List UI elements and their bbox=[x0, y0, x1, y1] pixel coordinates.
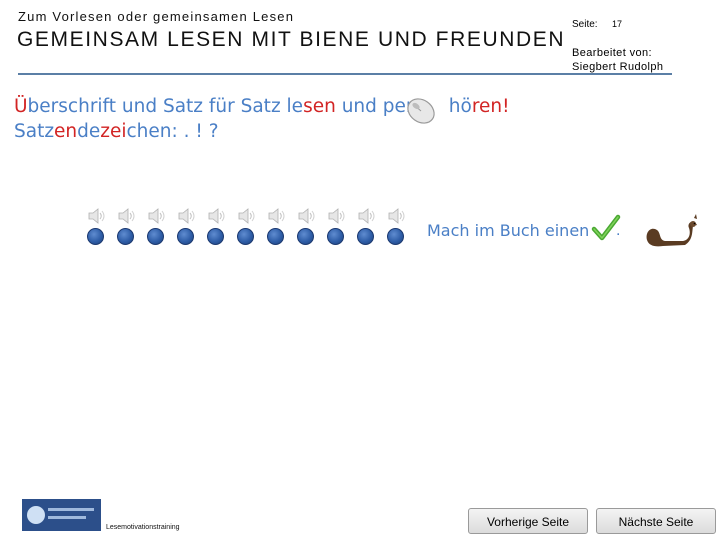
instruction-line-1: Überschrift und Satz für Satz lesen und … bbox=[14, 96, 510, 117]
play-dot-row bbox=[86, 228, 416, 246]
play-dot-icon[interactable] bbox=[237, 228, 254, 245]
speaker-icon[interactable] bbox=[266, 205, 288, 227]
page-title: GEMEINSAM LESEN MIT BIENE UND FREUNDEN bbox=[17, 28, 566, 51]
play-dot-icon[interactable] bbox=[177, 228, 194, 245]
play-dot-icon[interactable] bbox=[387, 228, 404, 245]
instr1-part: sen bbox=[303, 96, 336, 117]
logo-icon bbox=[22, 499, 101, 531]
speaker-icon[interactable] bbox=[326, 205, 348, 227]
play-dot-icon[interactable] bbox=[207, 228, 224, 245]
instruction-line-2: Satzendezeichen: . ! ? bbox=[14, 121, 219, 142]
speaker-icon[interactable] bbox=[116, 205, 138, 227]
subtitle: Zum Vorlesen oder gemeinsamen Lesen bbox=[18, 9, 295, 24]
instr1-part: Ü bbox=[14, 96, 28, 117]
speaker-icon[interactable] bbox=[176, 205, 198, 227]
mouse-icon bbox=[407, 98, 435, 124]
instr2-part: chen: . ! ? bbox=[126, 121, 219, 142]
checkmark-icon bbox=[591, 214, 621, 241]
play-dot-icon[interactable] bbox=[147, 228, 164, 245]
play-dot-icon[interactable] bbox=[357, 228, 374, 245]
edited-by-label: Bearbeitet von: bbox=[572, 47, 652, 59]
training-label: Lesemotivationstraining bbox=[106, 524, 180, 531]
page-label: Seite: bbox=[572, 19, 598, 30]
next-page-button[interactable]: Nächste Seite bbox=[596, 508, 716, 534]
header-rule bbox=[18, 73, 672, 75]
book-hint-text: Mach im Buch einen bbox=[427, 221, 590, 240]
speaker-icon[interactable] bbox=[386, 205, 408, 227]
speaker-icon[interactable] bbox=[236, 205, 258, 227]
speaker-icon[interactable] bbox=[206, 205, 228, 227]
page-number: 17 bbox=[612, 19, 623, 29]
play-dot-icon[interactable] bbox=[267, 228, 284, 245]
squirrel-icon bbox=[646, 214, 697, 247]
editor-name: Siegbert Rudolph bbox=[572, 61, 664, 73]
play-dot-icon[interactable] bbox=[327, 228, 344, 245]
instr1-part: berschrift und Satz für Satz le bbox=[27, 96, 304, 117]
instr2-part: de bbox=[77, 121, 101, 142]
instr2-part: en bbox=[54, 121, 78, 142]
speaker-icon[interactable] bbox=[86, 205, 108, 227]
instr1-part: hö bbox=[413, 96, 472, 117]
play-dot-icon[interactable] bbox=[87, 228, 104, 245]
speaker-icon[interactable] bbox=[296, 205, 318, 227]
previous-page-button[interactable]: Vorherige Seite bbox=[468, 508, 588, 534]
speaker-icon[interactable] bbox=[146, 205, 168, 227]
instr1-part: ren! bbox=[471, 96, 510, 117]
instr2-part: Satz bbox=[14, 121, 55, 142]
book-hint-period: . bbox=[616, 222, 621, 239]
speaker-row bbox=[86, 205, 416, 227]
play-dot-icon[interactable] bbox=[117, 228, 134, 245]
play-dot-icon[interactable] bbox=[297, 228, 314, 245]
instr1-part: und per bbox=[335, 96, 414, 117]
speaker-icon[interactable] bbox=[356, 205, 378, 227]
instr2-part: zei bbox=[100, 121, 127, 142]
